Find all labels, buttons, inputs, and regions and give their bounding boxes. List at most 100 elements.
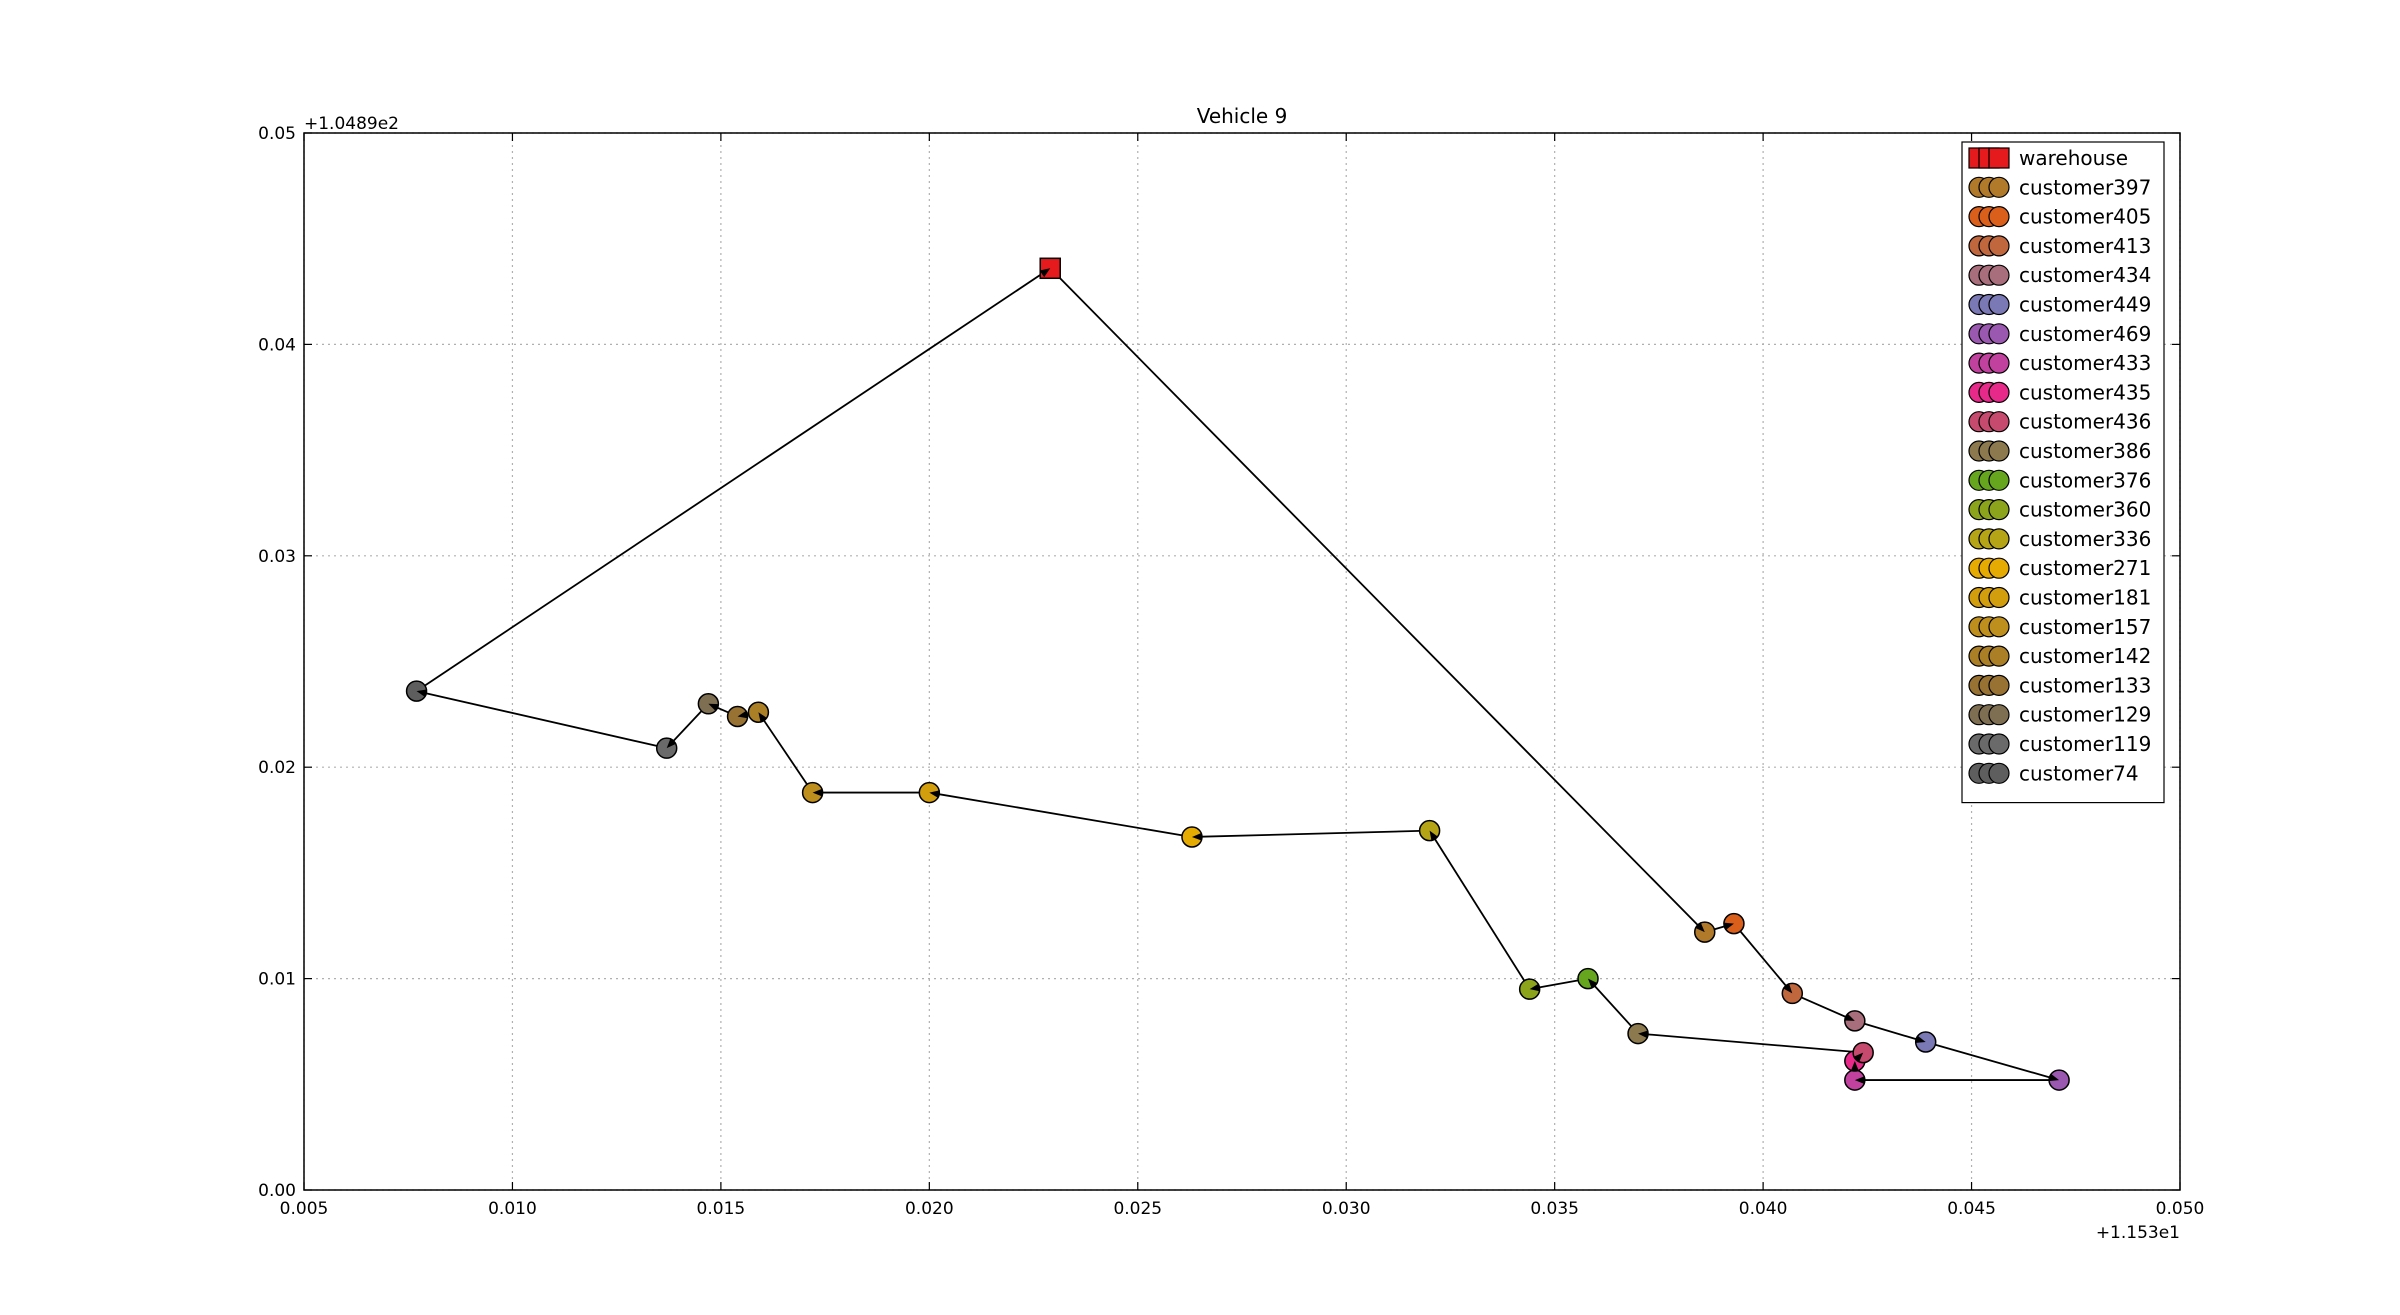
- y-axis-offset-label: +1.0489e2: [304, 114, 399, 134]
- y-tick-label: 0.05: [258, 124, 296, 144]
- route-lines: [416, 267, 2060, 1081]
- route-arrowhead: [666, 738, 677, 749]
- y-tick-label: 0.01: [258, 970, 296, 990]
- route-arrowhead: [2048, 1073, 2060, 1082]
- x-tick-label: 0.010: [488, 1199, 537, 1219]
- y-tick-label: 0.03: [258, 547, 296, 567]
- x-tick-label: 0.020: [905, 1199, 954, 1219]
- legend-swatch: [1988, 235, 2010, 257]
- legend-swatch: [1988, 469, 2010, 491]
- y-tick-label: 0.02: [258, 758, 296, 778]
- route-segment: [929, 791, 1193, 838]
- legend-swatch: [1988, 176, 2010, 198]
- legend-label: customer436: [2019, 410, 2151, 434]
- route-arrowhead: [1854, 1076, 1865, 1085]
- x-tick-label: 0.050: [2156, 1199, 2205, 1219]
- route-arrowhead: [1694, 922, 1705, 933]
- legend-label: customer405: [2019, 205, 2151, 229]
- legend-swatch: [1988, 293, 2010, 316]
- route-segment: [1049, 267, 1706, 933]
- legend-swatch: [1988, 264, 2010, 286]
- route-segment: [416, 267, 1051, 692]
- legend-label: customer336: [2019, 527, 2151, 551]
- x-tick-label: 0.030: [1322, 1199, 1371, 1219]
- grid: [303, 132, 2181, 1191]
- route-segment: [1428, 830, 1531, 990]
- legend: warehouse customer397 customer405 customer4…: [1961, 141, 2165, 804]
- plot-frame: [303, 132, 2181, 1191]
- x-tick-label: 0.040: [1739, 1199, 1788, 1219]
- x-tick-label: 0.005: [280, 1199, 329, 1219]
- legend-label: customer449: [2019, 293, 2151, 317]
- route-segment: [1854, 1020, 1926, 1043]
- legend-label: customer142: [2019, 644, 2151, 668]
- route-arrowhead: [1529, 983, 1541, 992]
- legend-label: customer181: [2019, 586, 2151, 610]
- legend-swatch: [1988, 586, 2010, 609]
- x-tick-label: 0.045: [1947, 1199, 1996, 1219]
- route-arrowhead: [758, 712, 768, 723]
- legend-label: customer271: [2019, 556, 2151, 580]
- x-tick-label: 0.025: [1113, 1199, 1162, 1219]
- legend-label: customer397: [2019, 175, 2151, 199]
- legend-label: customer360: [2019, 498, 2151, 522]
- legend-swatch: [1988, 645, 2010, 667]
- legend-label: customer386: [2019, 439, 2151, 463]
- legend-label: warehouse: [2019, 146, 2128, 170]
- route-segment: [1925, 1041, 2060, 1081]
- legend-swatch: [1988, 704, 2010, 726]
- route-arrowhead: [1723, 922, 1734, 931]
- legend-swatch: [1988, 323, 2010, 345]
- route-arrowhead: [416, 689, 428, 698]
- y-tick-label: 0.04: [258, 335, 296, 355]
- route-arrowhead: [812, 788, 823, 797]
- legend-swatch: [1988, 352, 2010, 374]
- chart-title: Vehicle 9: [1197, 104, 1288, 128]
- route-arrowhead: [1853, 1052, 1864, 1063]
- legend-label: customer129: [2019, 703, 2151, 727]
- legend-swatch: [1988, 499, 2010, 521]
- route-arrowhead: [737, 710, 749, 719]
- x-tick-label: 0.015: [697, 1199, 746, 1219]
- route-segment: [1587, 977, 1639, 1035]
- legend-label: customer413: [2019, 234, 2151, 258]
- route-segment: [757, 711, 814, 794]
- legend-swatch: [1988, 381, 2010, 403]
- legend-swatch: [1988, 674, 2010, 697]
- legend-label: customer434: [2019, 263, 2151, 287]
- y-tick-label: 0.00: [258, 1181, 296, 1201]
- legend-label: customer133: [2019, 673, 2151, 697]
- route-arrowhead: [708, 703, 720, 712]
- legend-label: customer469: [2019, 322, 2151, 346]
- legend-swatch: [1988, 557, 2010, 579]
- stop-markers: [405, 257, 2070, 1091]
- legend-swatch: [1988, 440, 2010, 462]
- legend-swatch: [1988, 528, 2010, 550]
- legend-swatch: [1988, 733, 2010, 755]
- x-tick-label: 0.035: [1530, 1199, 1579, 1219]
- route-arrowhead: [1914, 1035, 1926, 1043]
- legend-label: customer435: [2019, 380, 2151, 404]
- route-segment: [1791, 992, 1856, 1022]
- legend-label: customer376: [2019, 468, 2151, 492]
- route-arrowhead: [1850, 1061, 1859, 1072]
- route-arrowhead: [1638, 1030, 1649, 1039]
- legend-swatch: [1988, 206, 2010, 228]
- route-arrowhead: [1844, 1013, 1855, 1021]
- route-segment: [1637, 1032, 1864, 1054]
- route-segment: [416, 690, 667, 750]
- route-arrowhead: [1039, 268, 1051, 278]
- route-segment: [1733, 923, 1793, 994]
- legend-label: customer74: [2019, 761, 2139, 785]
- x-axis-offset-label: +1.153e1: [2096, 1223, 2180, 1243]
- route-arrowhead: [1191, 832, 1203, 841]
- route-arrowhead: [929, 790, 940, 799]
- legend-label: customer157: [2019, 615, 2151, 639]
- legend-swatch: [1988, 616, 2010, 638]
- legend-swatch: [1988, 762, 2010, 784]
- legend-label: customer119: [2019, 732, 2151, 756]
- route-segment: [1191, 829, 1430, 838]
- route-arrowhead: [1782, 983, 1793, 994]
- route-arrowhead: [1429, 830, 1439, 842]
- legend-swatch: [1988, 147, 2010, 169]
